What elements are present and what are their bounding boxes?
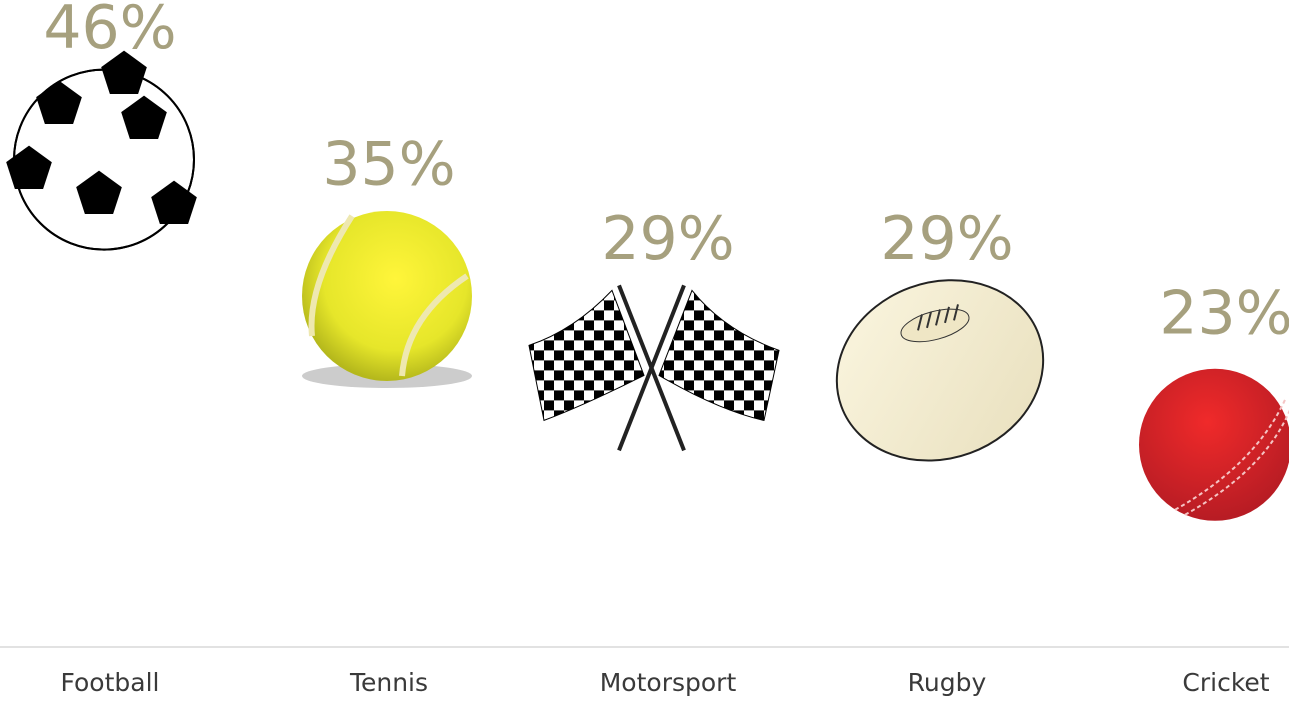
lace-patch	[900, 308, 970, 343]
seam	[1174, 399, 1286, 511]
pictogram	[1139, 368, 1289, 521]
patch	[151, 180, 197, 225]
lace	[935, 309, 941, 326]
patch	[6, 145, 52, 190]
pictogram	[528, 284, 780, 452]
value-label: 29%	[880, 204, 1013, 274]
pictogram	[6, 50, 197, 251]
category-label: Tennis	[349, 668, 428, 697]
value-label: 46%	[43, 0, 176, 63]
pole	[617, 284, 686, 452]
flag	[658, 289, 780, 421]
seam	[1184, 409, 1289, 516]
ball	[835, 279, 1045, 462]
lace	[944, 306, 950, 324]
category-label: Cricket	[1182, 668, 1269, 697]
value-label: 35%	[322, 130, 455, 200]
lace	[926, 311, 932, 329]
value-label: 23%	[1159, 278, 1289, 348]
pictogram	[835, 279, 1045, 462]
lace	[953, 304, 959, 321]
patch	[121, 95, 167, 140]
patch	[36, 80, 82, 125]
seam	[308, 214, 355, 337]
pictogram	[302, 211, 472, 388]
patch	[76, 170, 122, 215]
category-label: Rugby	[908, 668, 987, 697]
category-label: Football	[61, 668, 160, 697]
value-label: 29%	[601, 204, 734, 274]
outline	[13, 68, 195, 251]
lace	[917, 314, 923, 331]
category-label: Motorsport	[600, 668, 737, 697]
ball	[302, 211, 472, 381]
ball	[1139, 368, 1289, 521]
flag	[528, 289, 645, 422]
seam	[399, 273, 469, 377]
